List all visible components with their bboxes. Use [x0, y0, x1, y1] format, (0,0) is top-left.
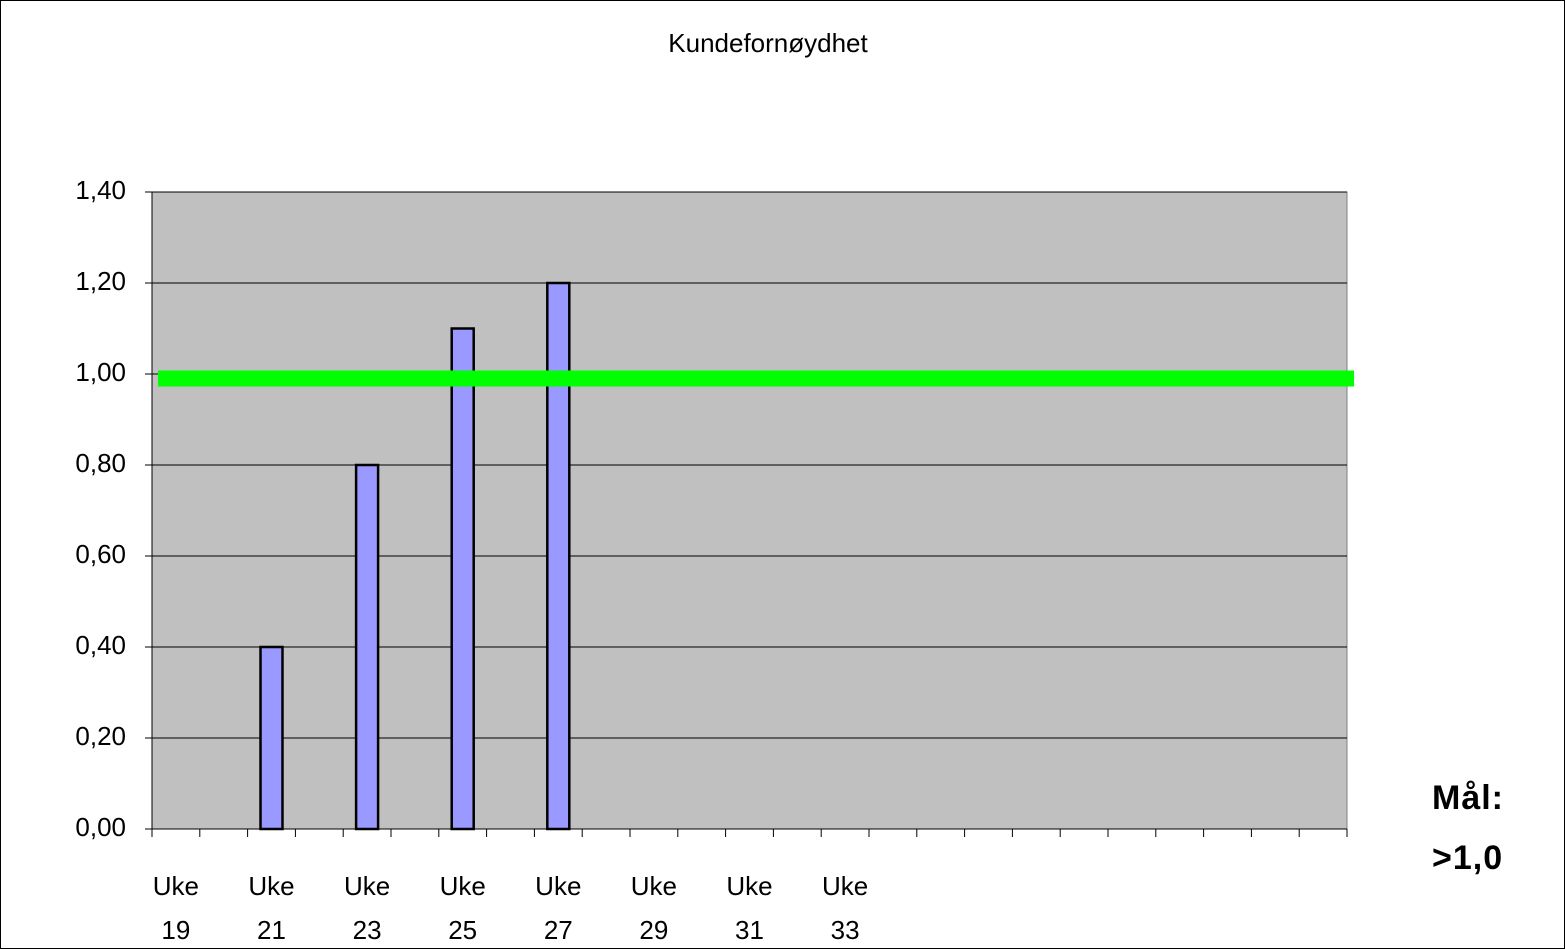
annotation: Mål: >1,0 [1432, 779, 1504, 877]
y-tick-label: 0,20 [75, 721, 126, 751]
y-tick-label: 0,60 [75, 539, 126, 569]
x-tick-label: Uke 31 [726, 871, 773, 945]
x-tick-label: Uke 25 [439, 871, 486, 945]
bar [259, 645, 284, 831]
plot-area [151, 191, 1348, 830]
y-tick-label: 1,00 [75, 357, 126, 387]
x-tick-label: Uke 27 [535, 871, 582, 945]
y-tick-label: 0,80 [75, 448, 126, 478]
bar [546, 281, 571, 831]
bar [450, 327, 475, 831]
x-tick-label: Uke 21 [248, 871, 295, 945]
y-tick-label: 1,20 [75, 266, 126, 296]
x-tick-label: Uke 29 [630, 871, 678, 945]
x-tick-label: Uke 19 [152, 871, 200, 945]
bar [354, 463, 380, 831]
x-tick-label: Uke 33 [821, 871, 869, 945]
y-tick-label: 1,40 [75, 175, 126, 205]
y-tick-label: 0,40 [75, 630, 126, 660]
chart-title: Kundefornøydhet [668, 28, 868, 58]
y-tick-label: 0,00 [75, 812, 126, 842]
x-tick-label: Uke 23 [343, 871, 391, 945]
